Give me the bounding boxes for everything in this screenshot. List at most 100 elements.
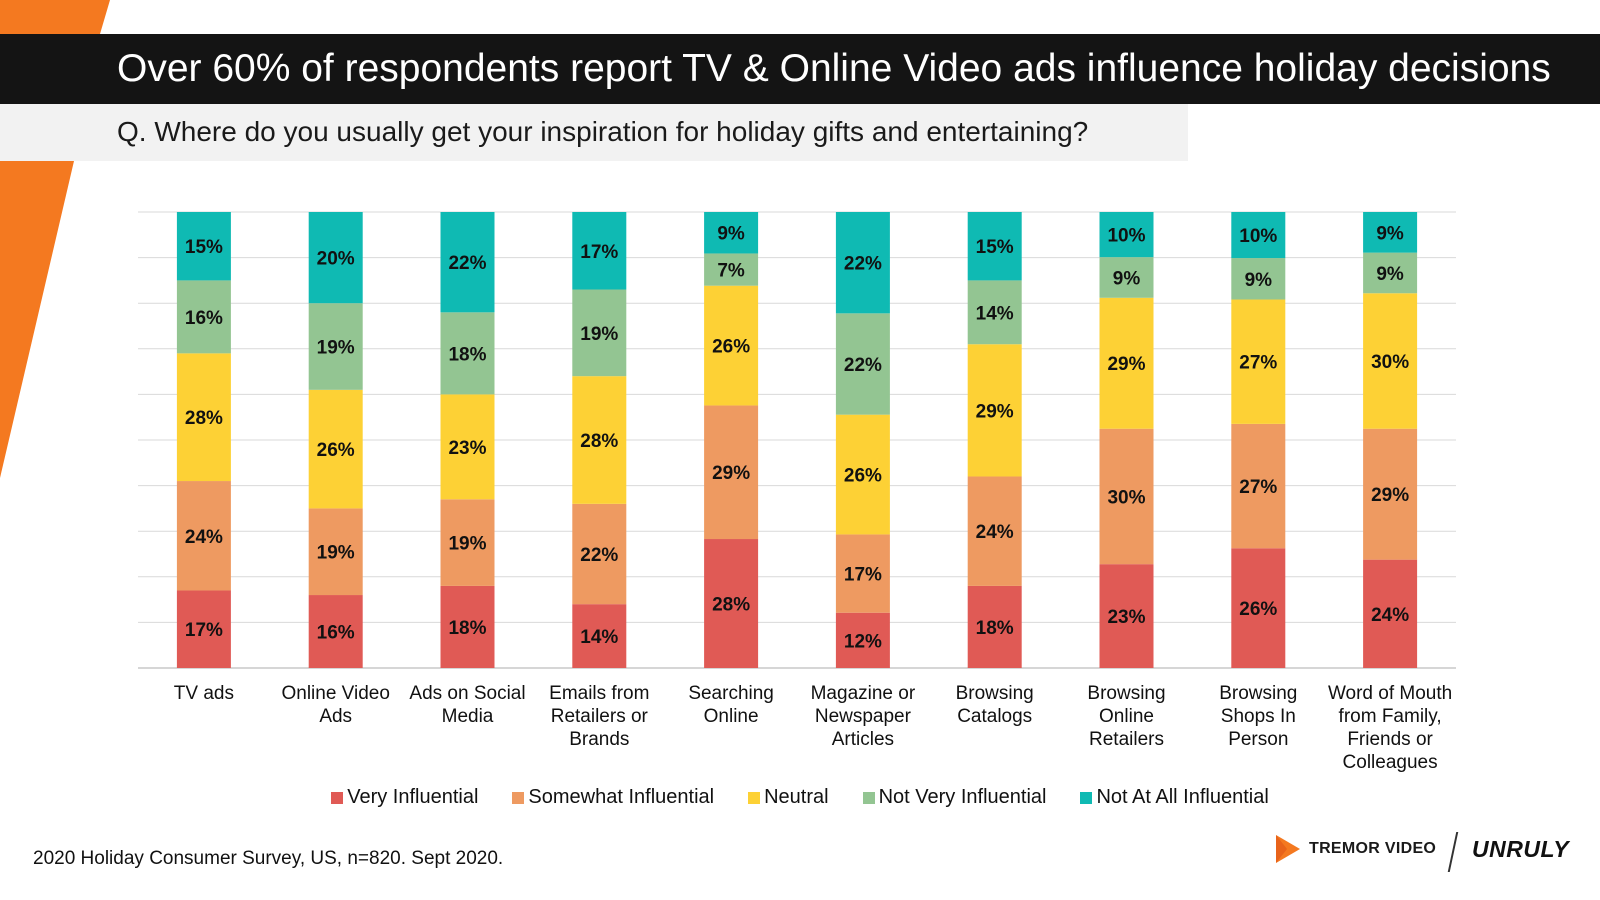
data-label: 29% — [712, 463, 750, 484]
legend-label: Somewhat Influential — [528, 786, 715, 808]
data-label: 22% — [580, 545, 618, 566]
bar-segment — [967, 476, 1022, 586]
bar-segment — [308, 508, 363, 596]
category-label: Magazine or Newspaper Articles — [811, 683, 916, 750]
legend: Very Influential Somewhat Influential Neut… — [0, 786, 1600, 809]
category-label: Emails from Retailers or Brands — [549, 683, 649, 750]
data-label: 24% — [185, 527, 223, 548]
bar-segment — [704, 212, 759, 254]
bar-segment — [704, 253, 759, 286]
bar-segment — [1231, 212, 1286, 259]
question-bar — [0, 104, 1188, 161]
data-label: 20% — [317, 249, 355, 270]
data-label: 26% — [712, 337, 750, 358]
bar-segment — [704, 539, 759, 668]
category-label: Online Video Ads — [281, 683, 389, 727]
data-label: 29% — [1371, 485, 1409, 506]
bar-segment — [308, 389, 363, 509]
page-title: Over 60% of respondents report TV & Onli… — [117, 47, 1551, 90]
data-label: 10% — [1107, 226, 1145, 247]
bar-segment — [1231, 299, 1286, 424]
data-label: 30% — [1371, 352, 1409, 373]
legend-label: Not Very Influential — [878, 786, 1047, 808]
data-label: 17% — [580, 242, 618, 263]
data-label: 9% — [1245, 270, 1273, 291]
data-label: 19% — [448, 534, 486, 555]
data-label: 24% — [976, 522, 1014, 543]
bar-segment — [835, 313, 890, 415]
bar-segment — [440, 585, 495, 668]
data-label: 24% — [1371, 605, 1409, 626]
bar-segment — [835, 414, 890, 535]
unruly-logo: UNRULY — [1472, 836, 1570, 862]
data-label: 18% — [448, 618, 486, 639]
legend-label: Not At All Influential — [1096, 786, 1269, 808]
bar-segment — [1231, 423, 1286, 549]
data-label: 29% — [976, 401, 1014, 422]
data-label: 22% — [844, 355, 882, 376]
bar-segment — [704, 405, 759, 540]
bar-segment — [835, 612, 890, 668]
data-label: 9% — [717, 224, 745, 245]
bar-segment — [1363, 559, 1418, 668]
tremor-video-logo: TREMOR VIDEO — [1273, 833, 1436, 865]
category-labels: TV ads Online Video Ads Ads on Social Media E… — [174, 683, 1452, 773]
legend-label: Neutral — [764, 786, 829, 808]
category-label: Word of Mouth from Family, Friends or Colle… — [1328, 683, 1452, 773]
data-label: 28% — [185, 408, 223, 429]
legend-item: Not Very Influential — [862, 786, 1047, 809]
bar-segment — [176, 353, 231, 482]
bar-segment — [308, 595, 363, 668]
title-bar — [0, 34, 1600, 104]
orange-accent-top — [0, 0, 110, 34]
bar-segment — [572, 503, 627, 605]
survey-question: Q. Where do you usually get your inspira… — [117, 116, 1089, 147]
orange-accent-left — [0, 161, 74, 478]
data-label: 28% — [580, 431, 618, 452]
bar-segment — [572, 604, 627, 668]
legend-item: Not At All Influential — [1080, 786, 1269, 809]
bar-segment — [835, 534, 890, 613]
bar-segment — [835, 212, 890, 314]
data-label: 10% — [1239, 226, 1277, 247]
bar-segment — [967, 585, 1022, 668]
bar-segment — [440, 394, 495, 500]
bars: 17% 24% 28% 16% 15% 16% 19% 26% 19% 20% 18% 19% 23% 1… — [176, 212, 1418, 668]
bar-segment — [176, 280, 231, 354]
bar-segment — [440, 499, 495, 586]
legend-item: Neutral — [748, 786, 829, 809]
data-label: 12% — [844, 631, 882, 652]
data-label: 26% — [1239, 599, 1277, 620]
bar-segment — [1099, 212, 1154, 258]
data-label: 9% — [1376, 264, 1404, 285]
category-label: Browsing Shops In Person — [1219, 683, 1297, 750]
bar-segment — [1099, 297, 1154, 429]
bar-segment — [572, 289, 627, 377]
legend-swatch — [331, 791, 344, 804]
data-label: 19% — [317, 543, 355, 564]
data-label: 19% — [317, 338, 355, 359]
legend-item: Somewhat Influential — [512, 786, 714, 809]
legend-label: Very Influential — [347, 786, 479, 808]
category-label: Browsing Catalogs — [956, 683, 1034, 727]
data-label: 9% — [1376, 223, 1404, 244]
data-label: 23% — [1107, 607, 1145, 628]
data-label: 27% — [1239, 477, 1277, 498]
data-label: 17% — [185, 620, 223, 641]
bar-segment — [440, 312, 495, 395]
bar-segment — [572, 212, 627, 290]
data-label: 30% — [1107, 487, 1145, 508]
data-label: 17% — [844, 565, 882, 586]
bar-segment — [176, 212, 231, 281]
legend-swatch — [748, 791, 761, 804]
data-label: 23% — [448, 438, 486, 459]
bar-segment — [1363, 212, 1418, 253]
bar-segment — [1099, 564, 1154, 668]
legend-swatch — [862, 791, 875, 804]
category-label: Browsing Online Retailers — [1087, 683, 1165, 750]
bar-segment — [572, 376, 627, 504]
category-label: Ads on Social Media — [409, 683, 525, 727]
data-label: 9% — [1113, 268, 1141, 289]
data-label: 15% — [185, 237, 223, 258]
